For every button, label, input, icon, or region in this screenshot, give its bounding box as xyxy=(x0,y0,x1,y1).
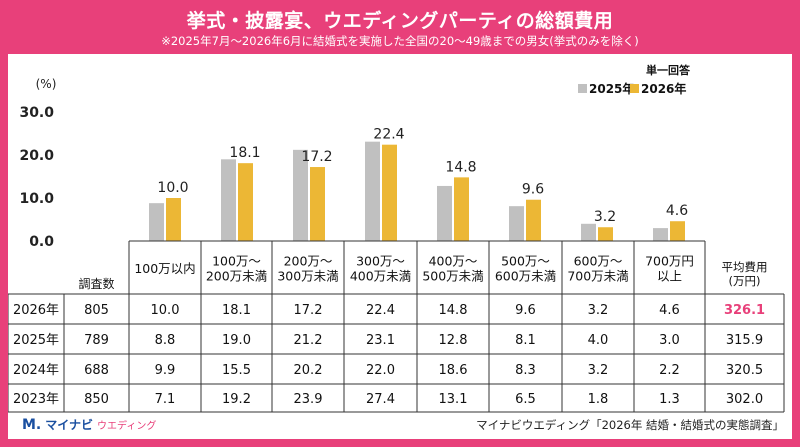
y-unit-label: (%) xyxy=(36,77,57,91)
data-label: 22.4 xyxy=(373,127,404,143)
row-count: 688 xyxy=(84,363,109,378)
bar-2026 xyxy=(598,227,613,241)
row-value: 17.2 xyxy=(294,303,323,318)
row-year: 2024年 xyxy=(13,363,59,378)
data-label: 4.6 xyxy=(666,203,688,219)
data-label: 14.8 xyxy=(445,159,476,175)
row-value: 22.4 xyxy=(366,303,395,318)
data-label: 9.6 xyxy=(522,182,544,198)
bar-2026 xyxy=(670,221,685,241)
row-value: 18.1 xyxy=(222,303,251,318)
row-value: 3.2 xyxy=(588,303,609,318)
bar-2025 xyxy=(581,223,596,241)
row-avg: 320.5 xyxy=(726,363,763,378)
row-value: 23.1 xyxy=(366,333,395,348)
bar-2025 xyxy=(437,185,452,241)
row-value: 27.4 xyxy=(366,392,395,407)
data-label: 17.2 xyxy=(301,149,332,165)
row-value: 7.1 xyxy=(155,392,176,407)
row-count: 850 xyxy=(84,392,109,407)
chart-panel: (%) 0.0 10.0 20.0 30.0 単一回答 2025年 2026年 10.0 18.1… xyxy=(7,54,792,439)
y-tick-label: 30.0 xyxy=(19,105,54,121)
row-count: 805 xyxy=(84,303,109,318)
chart-title: 挙式・披露宴、ウエディングパーティの総額費用 xyxy=(186,10,614,32)
row-value: 9.9 xyxy=(155,363,176,378)
row-avg: 315.9 xyxy=(726,333,763,348)
row-value: 14.8 xyxy=(439,303,468,318)
avg-header: 平均費用(万円) xyxy=(722,260,768,288)
data-label: 10.0 xyxy=(157,180,188,196)
brand-sub: ウエディング xyxy=(97,421,157,432)
legend-swatch-0 xyxy=(578,84,587,93)
category-label: 200万～ 300万未満 xyxy=(277,254,338,284)
row-value: 19.2 xyxy=(222,392,251,407)
brand-logo: M. マイナビ ウエディング xyxy=(22,416,156,433)
row-value: 18.6 xyxy=(439,363,468,378)
category-label: 300万～ 400万未満 xyxy=(350,254,411,284)
row-value: 22.0 xyxy=(366,363,395,378)
row-value: 13.1 xyxy=(439,392,468,407)
row-value: 8.3 xyxy=(515,363,536,378)
y-tick-label: 0.0 xyxy=(29,234,54,250)
row-avg: 302.0 xyxy=(726,392,763,407)
data-label: 3.2 xyxy=(594,209,616,225)
bar-2025 xyxy=(653,228,668,241)
legend-swatch-1 xyxy=(630,84,639,93)
row-year: 2025年 xyxy=(13,333,59,348)
bar-2025 xyxy=(221,159,236,241)
row-value: 1.3 xyxy=(659,392,680,407)
bar-2026 xyxy=(238,163,253,241)
legend-label-1: 2026年 xyxy=(641,81,686,96)
category-label: 500万～ 600万未満 xyxy=(495,254,556,284)
row-value: 19.0 xyxy=(222,333,251,348)
row-avg: 326.1 xyxy=(724,303,765,318)
row-count: 789 xyxy=(84,333,109,348)
row-value: 3.2 xyxy=(588,363,609,378)
chart-svg: (%) 0.0 10.0 20.0 30.0 単一回答 2025年 2026年 10.0 18.1… xyxy=(7,63,785,413)
row-value: 4.0 xyxy=(588,333,609,348)
category-label: 100万以内 xyxy=(134,261,195,276)
row-value: 23.9 xyxy=(294,392,323,407)
category-label: 400万～ 500万未満 xyxy=(422,254,483,284)
row-value: 2.2 xyxy=(659,363,680,378)
chart-subtitle: ※2025年7月～2026年6月に結婚式を実施した全国の20～49歳までの男女(… xyxy=(161,34,639,48)
row-value: 21.2 xyxy=(294,333,323,348)
row-value: 6.5 xyxy=(515,392,536,407)
brand-name: マイナビ xyxy=(45,418,94,432)
bar-2026 xyxy=(526,199,541,241)
bar-2026 xyxy=(454,177,469,241)
bar-2026 xyxy=(382,144,397,241)
row-value: 8.8 xyxy=(155,333,176,348)
bar-2025 xyxy=(509,206,524,241)
source-note: マイナビウエディング「2026年 結婚・結婚式の実態調査」 xyxy=(476,418,784,432)
row-year: 2023年 xyxy=(13,392,59,407)
row-value: 10.0 xyxy=(151,303,180,318)
row-value: 9.6 xyxy=(515,303,536,318)
row-value: 8.1 xyxy=(515,333,536,348)
bar-2026 xyxy=(310,167,325,241)
bar-2025 xyxy=(293,149,308,241)
row-value: 20.2 xyxy=(294,363,323,378)
row-value: 4.6 xyxy=(659,303,680,318)
data-label: 18.1 xyxy=(229,145,260,161)
bar-2025 xyxy=(365,141,380,241)
y-tick-label: 10.0 xyxy=(19,191,54,207)
row-year: 2026年 xyxy=(13,303,59,318)
answer-type-label: 単一回答 xyxy=(646,63,691,77)
row-value: 3.0 xyxy=(659,333,680,348)
category-label: 600万～ 700万未満 xyxy=(567,254,628,284)
row-value: 1.8 xyxy=(588,392,609,407)
legend-label-0: 2025年 xyxy=(589,81,634,96)
bar-2026 xyxy=(166,198,181,241)
count-header: 調査数 xyxy=(78,276,114,291)
y-tick-label: 20.0 xyxy=(19,148,54,164)
row-value: 15.5 xyxy=(222,363,251,378)
bar-2025 xyxy=(149,203,164,241)
category-label: 100万～ 200万未満 xyxy=(206,254,267,284)
category-label: 700万円以上 xyxy=(645,254,694,284)
row-value: 12.8 xyxy=(439,333,468,348)
brand-mark-icon: M. xyxy=(22,416,42,433)
